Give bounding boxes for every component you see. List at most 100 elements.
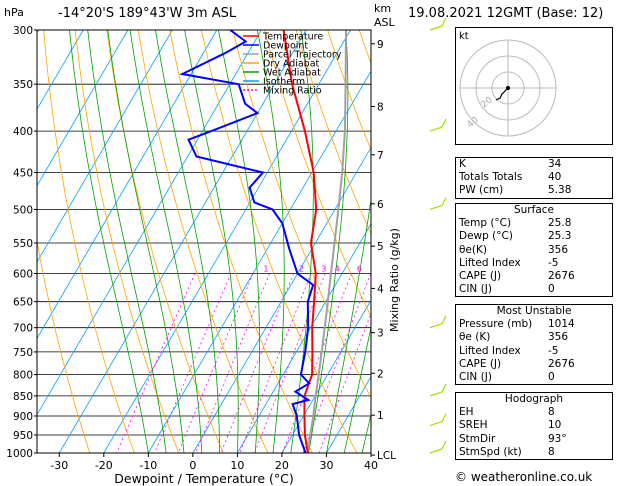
index-row-tt: Totals Totals 40 [459, 171, 562, 184]
unstable-title: Most Unstable [496, 305, 572, 317]
km-tick-label: 4 [377, 283, 384, 295]
pressure-tick-label: 900 [13, 411, 33, 423]
mixing-ratio-label: 3 [321, 265, 326, 274]
mixing-ratio-line [318, 312, 371, 453]
wet-adiabat-line [155, 30, 220, 453]
temp-tick-label: 40 [364, 459, 378, 472]
mixing-ratio-line [195, 273, 270, 453]
mixing-ratio-label: 20 [419, 265, 429, 274]
legend-label: Dewpoint [263, 41, 308, 52]
hodo-storm-motion [506, 86, 510, 90]
copyright: © weatheronline.co.uk [455, 470, 593, 484]
surface-row: Dewp (°C) 25.3 [459, 230, 572, 243]
datetime-title: 19.08.2021 12GMT (Base: 12) [408, 6, 604, 21]
unstable-row: CAPE (J) 2676 [459, 357, 575, 370]
unstable-row: θe (K) 356 [459, 331, 569, 344]
hodo-row: SREH 10 [459, 419, 562, 432]
isotherm-line [37, 30, 129, 187]
hodograph-plot: kt 20 40 [459, 31, 557, 137]
index-row-pw: PW (cm) 5.38 [459, 184, 572, 197]
hodograph-table: Hodograph EH 8 SREH 10 StmDir 93° StmSpd (k… [455, 392, 613, 460]
dry-adiabat-line [295, 30, 371, 235]
legend-label: Parcel Trajectory [263, 50, 342, 61]
hodo-trace [495, 87, 509, 101]
dry-adiabat-line [264, 30, 371, 318]
wind-barb [429, 421, 443, 427]
km-tick-label: 9 [377, 39, 384, 51]
hodo-row: EH 8 [459, 406, 555, 419]
surface-row: CAPE (J) 2676 [459, 269, 575, 282]
pressure-tick-label: 1000 [6, 448, 33, 460]
temperature-line [282, 30, 318, 453]
hodo-ring-label-40: 40 [466, 115, 481, 130]
wet-adiabat-line [257, 30, 285, 453]
mixing-ratio-label: 2 [299, 265, 304, 274]
temp-tick-label: 0 [189, 459, 196, 472]
temp-tick-label: 30 [319, 459, 333, 472]
dry-adiabat-line [232, 30, 371, 399]
isotherm-line [237, 223, 371, 453]
surface-title: Surface [513, 204, 554, 216]
km-tick-label: LCL [377, 450, 396, 462]
hodograph-panel: kt 20 40 [455, 27, 613, 145]
km-tick-label: 1 [377, 410, 384, 422]
wet-adiabat-line [69, 30, 149, 453]
pressure-tick-label: 700 [13, 323, 33, 335]
dry-adiabat-line [43, 30, 135, 453]
mixing-ratio-label: 1 [263, 265, 268, 274]
surface-row: Temp (°C) 25.8 [459, 217, 572, 230]
hodo-unit-label: kt [459, 31, 469, 42]
pressure-tick-label: 950 [13, 430, 33, 442]
wet-adiabat-line [87, 30, 167, 453]
dry-adiabat-line [74, 30, 180, 453]
legend-label: Temperature [262, 32, 323, 43]
isotherm-line [147, 70, 371, 453]
isotherm-line [37, 30, 173, 263]
temp-tick-label: 10 [230, 459, 244, 472]
isotherm-line [281, 299, 371, 453]
pressure-tick-label: 800 [13, 370, 33, 382]
mixing-ratio-label: 15 [406, 265, 416, 274]
wind-barb [429, 448, 443, 454]
wind-barb-flag [441, 383, 447, 393]
wind-barb-flag [441, 413, 447, 422]
km-tick-label: 2 [377, 368, 384, 380]
pressure-tick-label: 400 [13, 126, 33, 138]
x-axis-label: Dewpoint / Temperature (°C) [114, 471, 293, 486]
km-tick-label: 8 [377, 102, 384, 114]
surface-row: Lifted Index -5 [459, 256, 559, 269]
pressure-tick-label: 450 [13, 167, 33, 179]
temp-tick-label: -20 [95, 459, 113, 472]
index-row-k: K 34 [459, 158, 562, 170]
wet-adiabat-line [343, 325, 371, 453]
temp-tick-label: -10 [139, 459, 157, 472]
legend-label: Dry Adiabat [263, 59, 320, 70]
isotherm-line [192, 146, 371, 453]
indices-table: K 34 Totals Totals 40 PW (cm) 5.38 [455, 157, 613, 199]
pressure-unit: hPa [4, 6, 24, 19]
km-tick-label: 3 [377, 328, 384, 340]
hodograph-title: Hodograph [504, 393, 564, 405]
surface-row: CIN (J) 0 [459, 283, 555, 296]
mixing-ratio-line [282, 273, 352, 453]
wind-barb-flag [441, 118, 447, 128]
wind-barb [429, 126, 443, 132]
dry-adiabat-line [169, 30, 313, 453]
pressure-tick-label: 300 [13, 25, 33, 37]
wind-barb [429, 25, 443, 31]
unstable-table: Most Unstable Pressure (mb) 1014 θe (K) 35… [455, 304, 613, 386]
km-unit: km [374, 2, 392, 15]
dewpoint-line [179, 30, 315, 453]
wet-adiabat-line [107, 30, 185, 453]
pressure-tick-label: 600 [13, 269, 33, 281]
wind-barb [429, 323, 443, 329]
wet-adiabat-line [129, 30, 203, 453]
plot-area: 1 2 3 4 6 8 10 15 20 25 [37, 30, 429, 453]
legend-label: Mixing Ratio [263, 86, 322, 97]
wind-barb-flag [441, 315, 447, 324]
hodo-ring-label-20: 20 [480, 95, 495, 110]
pressure-tick-label: 500 [13, 204, 33, 216]
km-tick-label: 7 [377, 150, 384, 162]
km-tick-label: 6 [377, 199, 384, 211]
